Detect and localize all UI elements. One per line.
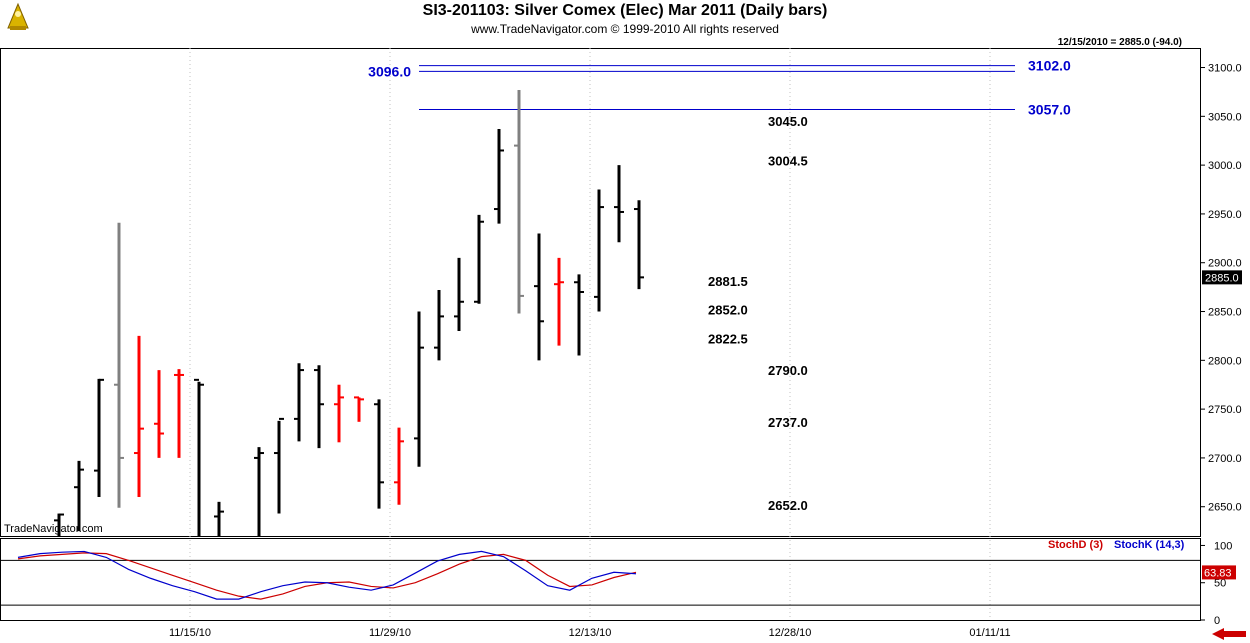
copyright-text: www.TradeNavigator.com © 1999-2010 All r…	[471, 22, 779, 36]
stoch-series-line	[17, 550, 637, 600]
x-tick-label: 11/29/10	[369, 627, 411, 639]
level-label: 3057.0	[1028, 101, 1071, 117]
x-tick-label: 11/15/10	[169, 627, 211, 639]
y-tick-label: 2950.0	[1208, 209, 1242, 221]
level-label: 2652.0	[768, 498, 808, 513]
level-label: 3045.0	[768, 114, 808, 129]
level-label: 2790.0	[768, 363, 808, 378]
level-label: 2852.0	[708, 303, 748, 318]
level-label: 3102.0	[1028, 58, 1071, 74]
last-price-info: 12/15/2010 = 2885.0 (-94.0)	[1057, 37, 1182, 48]
stoch-legend-entry: StochD (3)	[1048, 539, 1103, 551]
chart-title: SI3-201103: Silver Comex (Elec) Mar 2011…	[422, 2, 828, 19]
y-tick-label: 2750.0	[1208, 404, 1242, 416]
level-label: 2881.5	[708, 274, 748, 289]
scroll-left-arrow-icon[interactable]	[1212, 628, 1246, 640]
stoch-y-label: 0	[1214, 615, 1220, 627]
y-tick-label: 2700.0	[1208, 453, 1242, 465]
stoch-last-label: 63.83	[1204, 567, 1232, 579]
level-label: 3004.5	[768, 154, 808, 169]
stoch-legend-entry: StochK (14,3)	[1114, 539, 1185, 551]
x-tick-label: 12/28/10	[769, 627, 812, 639]
level-label: 2737.0	[768, 415, 808, 430]
last-price-box	[1202, 270, 1242, 285]
last-price-label: 2885.0	[1205, 272, 1239, 284]
stoch-y-label: 50	[1214, 578, 1226, 590]
y-tick-label: 2900.0	[1208, 258, 1242, 270]
level-label: 3096.0	[368, 63, 411, 79]
y-tick-label: 3050.0	[1208, 111, 1242, 123]
stoch-y-label: 100	[1214, 540, 1232, 552]
y-tick-label: 2850.0	[1208, 307, 1242, 319]
y-tick-label: 2650.0	[1208, 502, 1242, 514]
stoch-last-box	[1202, 565, 1236, 580]
ohlc-bars	[54, 89, 644, 536]
x-tick-label: 01/11/11	[969, 627, 1010, 639]
level-label: 2822.5	[708, 331, 748, 346]
trade-navigator-logo-icon	[7, 2, 29, 30]
price-panel-frame	[0, 48, 1201, 537]
stoch-panel-frame	[0, 538, 1201, 621]
x-tick-label: 12/13/10	[569, 627, 612, 639]
y-tick-label: 3000.0	[1208, 160, 1242, 172]
y-tick-label: 3100.0	[1208, 63, 1242, 75]
y-tick-label: 2800.0	[1208, 355, 1242, 367]
